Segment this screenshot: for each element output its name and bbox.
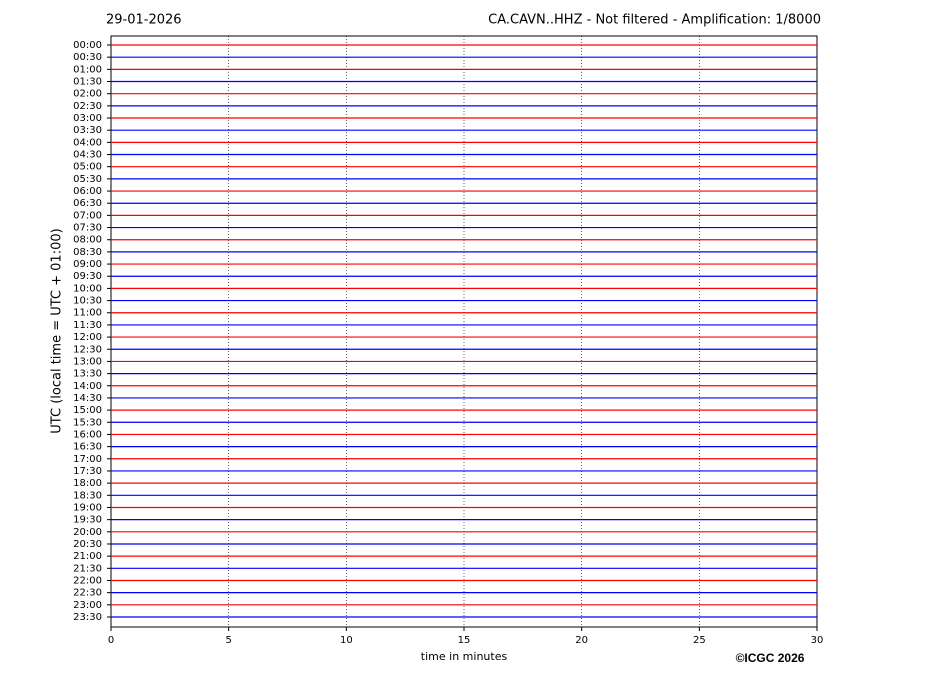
y-tick-label: 22:00 xyxy=(73,575,102,586)
y-tick-label: 18:30 xyxy=(73,490,102,501)
x-tick-label: 30 xyxy=(811,635,824,646)
y-tick-label: 02:30 xyxy=(73,101,102,112)
y-tick-label: 17:30 xyxy=(73,466,102,477)
y-tick-label: 19:30 xyxy=(73,515,102,526)
y-tick-label: 23:00 xyxy=(73,600,102,611)
x-tick-label: 10 xyxy=(340,635,353,646)
y-tick-label: 13:30 xyxy=(73,369,102,380)
y-tick-label: 05:00 xyxy=(73,162,102,173)
y-tick-label: 10:30 xyxy=(73,296,102,307)
y-tick-label: 14:00 xyxy=(73,381,102,392)
y-tick-label: 00:00 xyxy=(73,40,102,51)
y-tick-label: 15:00 xyxy=(73,405,102,416)
y-tick-label: 21:00 xyxy=(73,551,102,562)
y-tick-label: 18:00 xyxy=(73,478,102,489)
y-tick-label: 14:30 xyxy=(73,393,102,404)
y-tick-label: 16:30 xyxy=(73,442,102,453)
y-tick-label: 06:30 xyxy=(73,198,102,209)
y-tick-label: 09:30 xyxy=(73,271,102,282)
y-tick-label: 21:30 xyxy=(73,563,102,574)
y-tick-label: 11:00 xyxy=(73,308,102,319)
y-tick-label: 09:00 xyxy=(73,259,102,270)
y-tick-label: 01:30 xyxy=(73,77,102,88)
y-tick-label: 08:30 xyxy=(73,247,102,258)
y-tick-label: 04:00 xyxy=(73,137,102,148)
x-tick-label: 15 xyxy=(458,635,471,646)
y-tick-label: 00:30 xyxy=(73,52,102,63)
x-tick-label: 0 xyxy=(108,635,114,646)
x-tick-label: 5 xyxy=(225,635,231,646)
y-tick-label: 20:00 xyxy=(73,527,102,538)
y-tick-label: 01:00 xyxy=(73,64,102,75)
y-tick-label: 23:30 xyxy=(73,612,102,623)
date: 29-01-2026 xyxy=(106,13,182,28)
y-tick-label: 13:00 xyxy=(73,356,102,367)
y-tick-label: 05:30 xyxy=(73,174,102,185)
y-tick-label: 11:30 xyxy=(73,320,102,331)
y-tick-label: 06:00 xyxy=(73,186,102,197)
x-tick-label: 20 xyxy=(575,635,588,646)
y-tick-label: 02:00 xyxy=(73,89,102,100)
copyright: ©ICGC 2026 xyxy=(736,651,805,665)
y-tick-label: 20:30 xyxy=(73,539,102,550)
y-tick-label: 03:30 xyxy=(73,125,102,136)
y-tick-label: 10:00 xyxy=(73,283,102,294)
chart-title: CA.CAVN..HHZ - Not filtered - Amplificat… xyxy=(488,13,821,28)
y-tick-label: 17:00 xyxy=(73,454,102,465)
y-tick-label: 12:00 xyxy=(73,332,102,343)
y-tick-label: 22:30 xyxy=(73,588,102,599)
y-tick-label: 15:30 xyxy=(73,417,102,428)
x-axis-label: time in minutes xyxy=(421,650,508,663)
x-tick-label: 25 xyxy=(693,635,706,646)
y-tick-label: 19:00 xyxy=(73,502,102,513)
y-tick-label: 04:30 xyxy=(73,150,102,161)
y-tick-label: 08:00 xyxy=(73,235,102,246)
y-tick-label: 03:00 xyxy=(73,113,102,124)
y-tick-label: 07:00 xyxy=(73,210,102,221)
y-tick-label: 07:30 xyxy=(73,223,102,234)
y-tick-label: 16:00 xyxy=(73,429,102,440)
y-tick-label: 12:30 xyxy=(73,344,102,355)
y-axis-label: UTC (local time = UTC + 01:00) xyxy=(50,228,65,433)
